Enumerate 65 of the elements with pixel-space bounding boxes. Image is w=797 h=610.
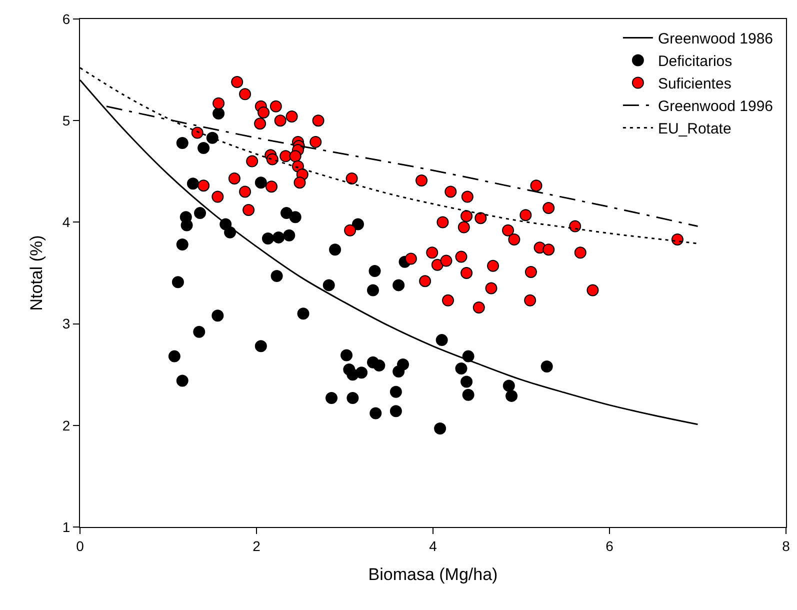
point [289, 211, 302, 224]
point [373, 359, 386, 372]
y-tick-label: 2 [62, 417, 70, 434]
point [540, 360, 553, 372]
point [392, 279, 405, 292]
point [390, 405, 402, 418]
point [270, 270, 283, 282]
point [198, 142, 210, 154]
point [172, 276, 184, 288]
point [392, 366, 405, 378]
point [176, 374, 188, 387]
point [212, 107, 225, 120]
legend-label: Greenwood 1986 [658, 30, 774, 48]
y-axis-title: Ntotal (%) [26, 235, 46, 311]
y-tick-label: 5 [62, 112, 70, 128]
point [176, 136, 188, 149]
x-tick-label: 0 [76, 538, 84, 554]
point [506, 390, 518, 402]
point [194, 207, 206, 220]
point [283, 229, 296, 242]
point [168, 350, 180, 362]
point [460, 376, 473, 388]
x-tick-label: 2 [252, 538, 261, 554]
x-tick-label: 8 [782, 538, 790, 554]
point [297, 308, 310, 320]
y-tick-label: 3 [62, 316, 70, 332]
point [329, 244, 342, 256]
legend-label: Greenwood 1996 [658, 98, 774, 116]
x-tick-label: 4 [429, 538, 438, 554]
point [206, 132, 218, 144]
point [370, 407, 382, 420]
point [254, 176, 267, 189]
legend-label: EU_Rotate [658, 120, 732, 138]
point [368, 264, 381, 277]
point [366, 284, 379, 296]
point [340, 349, 353, 362]
legend-label: Suficientes [658, 76, 732, 93]
point [352, 218, 364, 230]
point [186, 178, 199, 190]
point [254, 340, 267, 352]
point [462, 388, 474, 401]
point [212, 310, 224, 322]
point [193, 326, 206, 338]
point [280, 207, 293, 220]
point [436, 334, 448, 346]
y-tick-label: 4 [62, 214, 70, 230]
x-axis-title: Biomasa (Mg/ha) [368, 565, 498, 584]
point [462, 350, 474, 362]
legend-label: Deficitarios [658, 53, 732, 70]
point [262, 232, 274, 244]
point [346, 392, 359, 404]
point [502, 380, 515, 392]
point [326, 392, 338, 404]
point [180, 219, 193, 232]
point [322, 279, 335, 292]
point [356, 366, 368, 379]
point [224, 226, 236, 238]
y-tick-label: 1 [62, 518, 70, 535]
point [272, 231, 285, 244]
x-tick-label: 6 [606, 538, 614, 554]
point [455, 362, 468, 374]
y-tick-label: 6 [62, 10, 70, 27]
point [390, 386, 402, 398]
point [176, 238, 188, 251]
point [434, 422, 446, 434]
